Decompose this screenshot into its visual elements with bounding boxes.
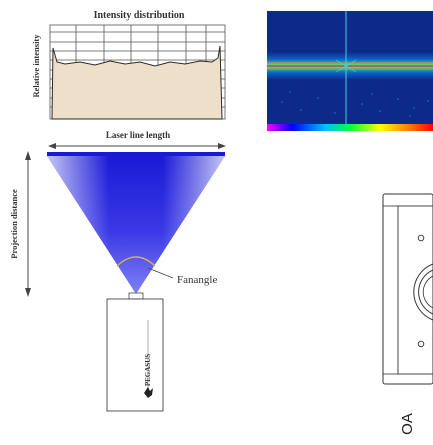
- side-view: [382, 193, 433, 385]
- laser-device: PEGASUS: [106, 292, 164, 412]
- side-view-label: OA: [399, 413, 416, 435]
- device-brand: PEGASUS: [144, 354, 152, 386]
- fanangle-arc: [116, 256, 156, 267]
- laser-fan: Fanangle: [47, 152, 225, 294]
- projection-distance: Projection distance: [9, 151, 31, 297]
- fanangle-label: Fanangle: [177, 274, 217, 286]
- intensity-profile: [51, 45, 223, 120]
- intensity-title: Intensity distribution: [94, 10, 185, 21]
- projection-distance-label: Projection distance: [9, 189, 19, 259]
- color-scale-bar: [267, 124, 433, 131]
- laser-line: [47, 152, 225, 156]
- laser-line-length: Laser line length: [48, 130, 226, 149]
- intensity-panel: Intensity distribution Relative intensit…: [31, 10, 226, 120]
- intensity-ylabel: Relative intensity: [31, 34, 41, 98]
- beam-profile-image: [267, 11, 433, 131]
- laser-line-length-label: Laser line length: [106, 130, 170, 140]
- pegasus-logo: [144, 387, 153, 398]
